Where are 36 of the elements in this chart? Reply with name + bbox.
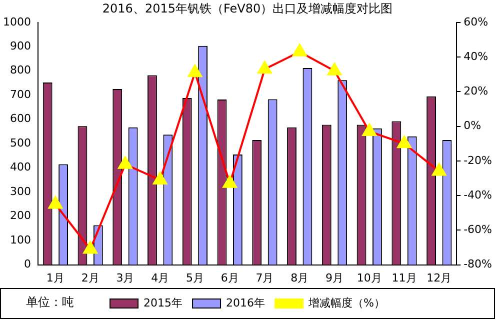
x-tick-label: 9月 bbox=[325, 271, 344, 284]
y-tick-label: 600 bbox=[10, 112, 31, 126]
x-tick-label: 4月 bbox=[151, 271, 170, 284]
x-tick-label: 2月 bbox=[81, 271, 100, 284]
x-tick-label: 11月 bbox=[392, 271, 417, 284]
x-tick-label: 7月 bbox=[256, 271, 274, 284]
y-tick-label: 200 bbox=[10, 209, 31, 222]
y2-tick-label: -80% bbox=[464, 258, 492, 271]
y-tick-label: 1000 bbox=[2, 15, 31, 28]
y-tick-label: 700 bbox=[10, 88, 31, 101]
y2-tick-label: 40% bbox=[464, 50, 488, 63]
y-tick-label: 400 bbox=[10, 160, 31, 174]
y-tick-label: 900 bbox=[10, 40, 31, 52]
y-tick-label: 500 bbox=[10, 136, 31, 150]
legend-label: 2016年 bbox=[226, 296, 266, 310]
y-tick-label: 800 bbox=[10, 64, 31, 77]
x-tick-label: 5月 bbox=[186, 271, 204, 284]
text: 单位：吨 bbox=[26, 294, 74, 309]
y-tick-label: 0 bbox=[24, 258, 31, 271]
chart-title: 2016、2015年钒铁（FeV80）出口及增减幅度对比图 bbox=[102, 1, 393, 16]
y-tick-label: 100 bbox=[10, 233, 31, 246]
x-tick-label: 3月 bbox=[116, 271, 134, 284]
x-tick-label: 8月 bbox=[290, 271, 309, 284]
y2-tick-label: 20% bbox=[464, 84, 488, 98]
y2-tick-label: -40% bbox=[464, 188, 492, 202]
y2-tick-label: 0% bbox=[464, 119, 482, 132]
x-tick-label: 1月 bbox=[46, 271, 64, 284]
y-tick-label: 300 bbox=[10, 184, 31, 198]
legend-label: 2015年 bbox=[144, 296, 183, 310]
y2-tick-label: 60% bbox=[464, 15, 488, 28]
x-tick-label: 6月 bbox=[220, 271, 239, 284]
legend-label: 增减幅度（%） bbox=[308, 296, 385, 310]
x-tick-label: 10月 bbox=[356, 271, 382, 284]
y2-tick-label: -20% bbox=[464, 154, 492, 167]
y2-tick-label: -60% bbox=[464, 223, 492, 236]
x-tick-label: 12月 bbox=[426, 271, 452, 284]
